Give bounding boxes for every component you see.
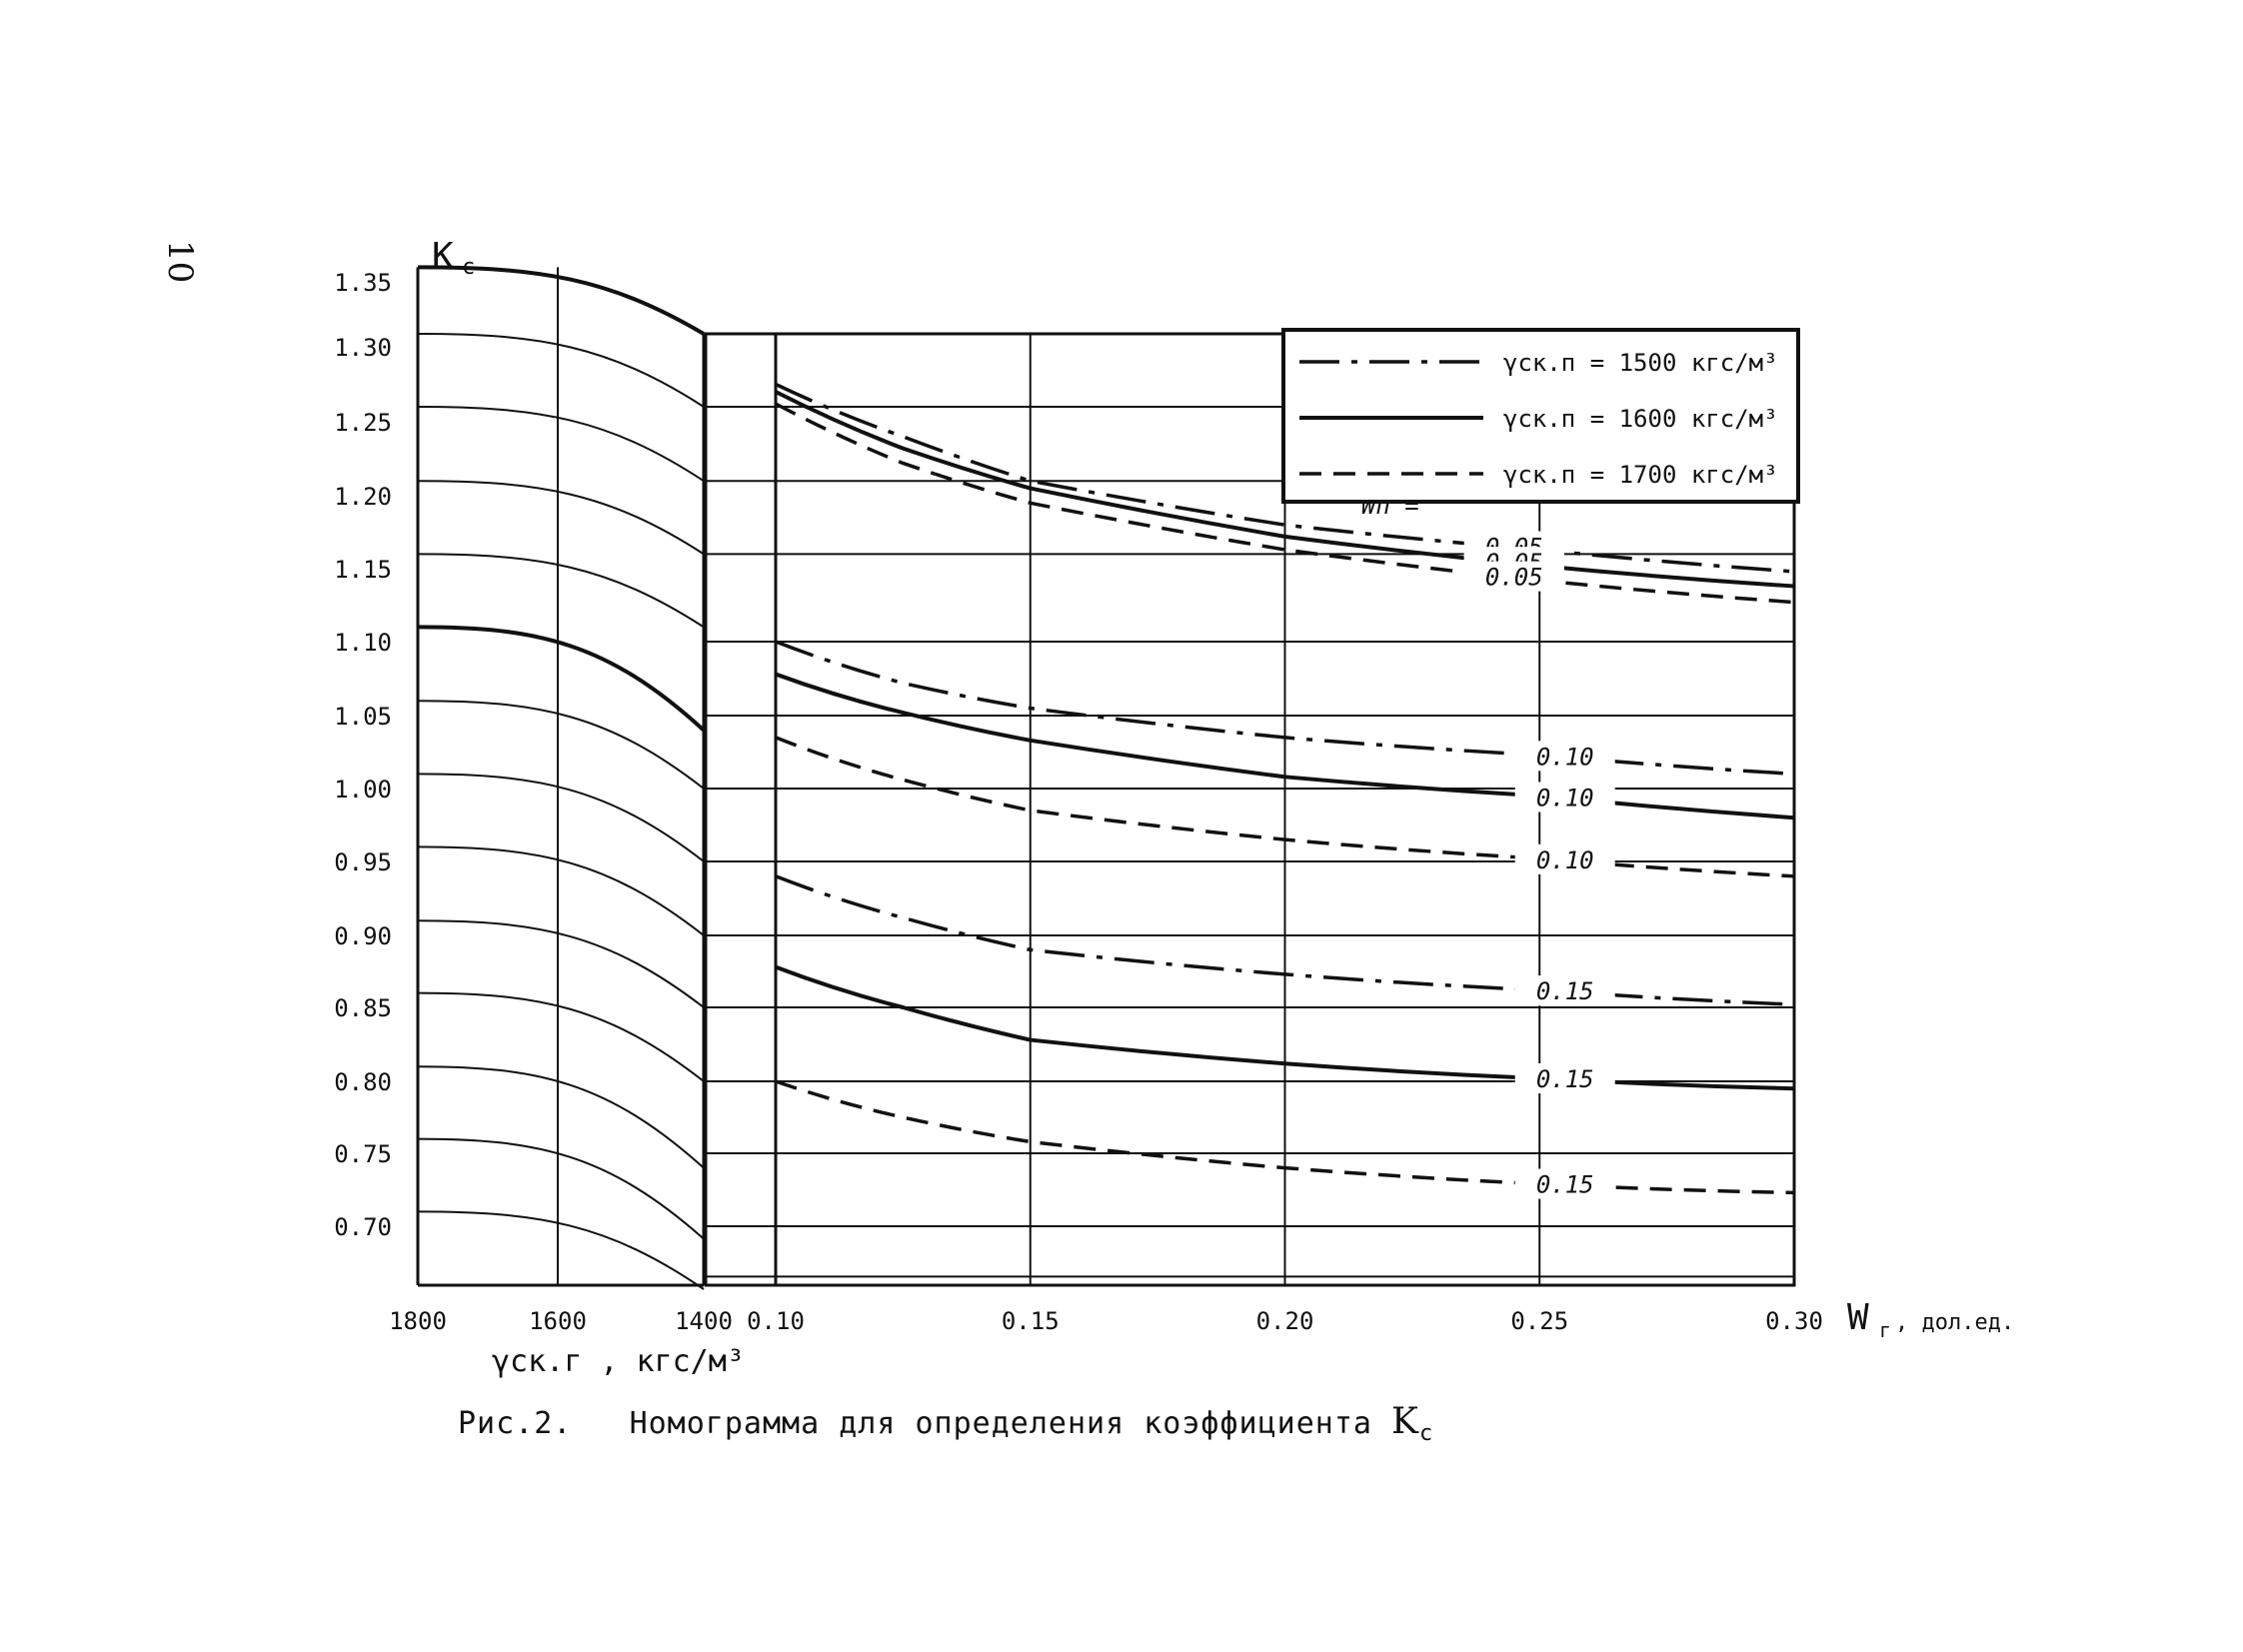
right-x-tick-label: 0.20 [1256,1307,1314,1335]
left-x-tick-label: 1400 [675,1307,733,1335]
y-tick-label: 1.15 [334,556,392,584]
caption-subscript: с [1418,1421,1434,1446]
right-x-tick-label: 0.10 [747,1307,805,1335]
series-label-wp-0.15: 0.15 [1536,977,1594,1005]
series-label-wp-0.15: 0.15 [1536,1065,1594,1093]
y-axis-label: K [432,236,454,277]
right-x-axis-label-subscript: г [1879,1318,1891,1342]
y-tick-label: 0.70 [334,1213,392,1241]
y-tick-label: 0.75 [334,1140,392,1168]
legend: γск.п = 1500 кгс/м³ γск.п = 1600 кгс/м³ γс… [1281,328,1800,504]
figure-caption: Рис.2. Номограмма для определения коэффи… [458,1401,1433,1446]
left-panel-curve [417,1210,705,1290]
left-x-tick-label: 1800 [389,1307,447,1335]
right-x-axis-unit: , дол.ед. [1895,1310,2014,1335]
left-panel-curve [417,1137,705,1240]
left-panel-curve [417,773,705,862]
left-panel-curve [417,265,706,336]
y-tick-label: 1.10 [334,629,392,657]
series-label-wp-0.05: 0.05 [1485,564,1543,592]
series-label-bg [1514,843,1615,874]
left-panel-curve [417,480,705,556]
left-panel-curve [417,625,706,733]
series-line-wp-0.15-dashdot [775,874,1795,1006]
left-panel-curve [417,919,705,1008]
y-tick-label: 1.05 [334,703,392,731]
left-panel-curve [417,700,705,790]
y-tick-label: 1.35 [334,269,392,297]
legend-label: γск.п = 1700 кгс/м³ [1503,461,1778,489]
y-tick-label: 1.00 [334,776,392,804]
series-label-bg [1514,741,1615,772]
caption-prefix: Рис.2. [458,1406,573,1441]
y-tick-label: 0.80 [334,1068,392,1096]
left-x-tick-label: 1600 [529,1307,587,1335]
series-label-wp-0.10: 0.10 [1536,743,1594,771]
series-label-bg [1514,975,1615,1006]
left-panel-curve [417,845,705,936]
y-tick-label: 0.85 [334,994,392,1022]
legend-label: γск.п = 1500 кгс/м³ [1503,349,1778,377]
series-label-wp-0.10: 0.10 [1536,846,1594,874]
left-panel-curve [417,991,705,1082]
legend-label: γск.п = 1600 кгс/м³ [1503,405,1778,433]
y-tick-label: 0.95 [334,848,392,876]
right-x-tick-label: 0.30 [1765,1307,1823,1335]
series-line-wp-0.05-solid [775,390,1795,589]
labels-group: 1.35 1.30 1.25 1.20 1.15 1.10 1.05 1.00 0.95 0.90… [334,236,2014,1379]
right-x-axis-label: W [1847,1297,1869,1338]
series-label-bg [1463,561,1564,592]
series-label-bg [1514,1168,1615,1199]
y-tick-label: 1.20 [334,483,392,511]
left-panel-curve [417,1065,705,1169]
left-panel-curve [417,406,705,483]
right-x-tick-label: 0.15 [1002,1307,1060,1335]
y-tick-label: 1.30 [334,334,392,362]
left-panel-curve [417,553,705,629]
series-label-wp-0.10: 0.10 [1536,784,1594,812]
series-label-bg [1514,782,1615,813]
y-tick-label: 0.90 [334,922,392,950]
right-x-tick-label: 0.25 [1510,1307,1568,1335]
series-label-bg [1514,1063,1615,1094]
left-panel-grid [416,265,706,1290]
caption-symbol: K [1391,1401,1419,1442]
y-tick-label: 1.25 [334,409,392,437]
caption-text: Номограмма для определения коэффициента [629,1406,1372,1441]
left-x-axis-label: γск.г , кгс/м³ [492,1344,745,1379]
y-axis-label-subscript: с [462,255,475,280]
series-label-wp-0.15: 0.15 [1536,1171,1594,1199]
series-line-wp-0.05-dashed [775,402,1795,605]
left-panel-curve [417,333,705,408]
